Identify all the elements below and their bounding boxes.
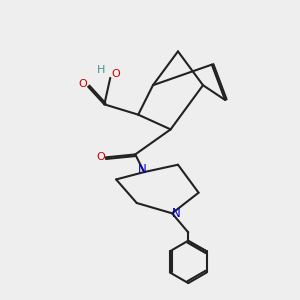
Text: O: O bbox=[96, 152, 105, 162]
Text: N: N bbox=[172, 207, 181, 220]
Text: O: O bbox=[112, 69, 121, 79]
Text: N: N bbox=[137, 163, 146, 176]
Text: H: H bbox=[97, 65, 106, 76]
Text: O: O bbox=[79, 79, 87, 89]
